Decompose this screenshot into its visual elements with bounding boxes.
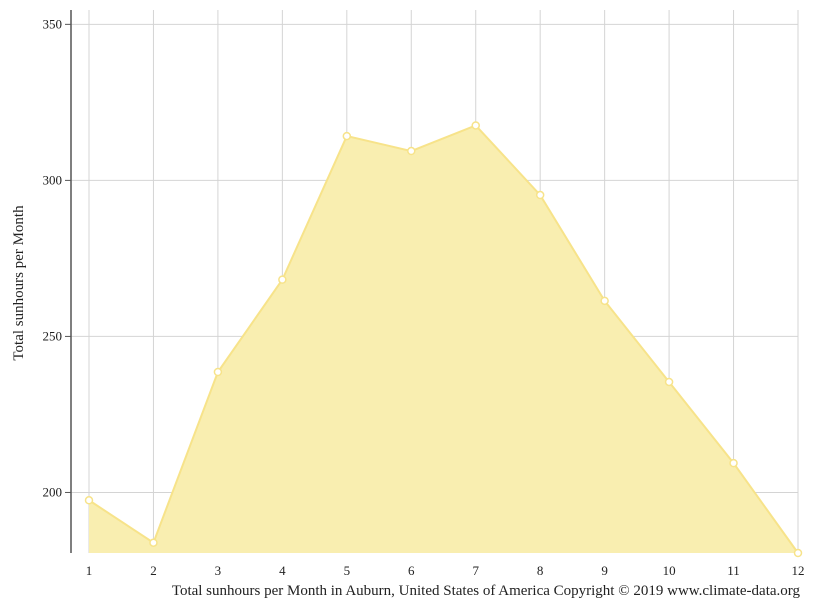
data-point [664, 377, 674, 387]
x-tick-label: 1 [86, 563, 93, 578]
data-point [278, 275, 287, 284]
x-tick-label: 11 [727, 563, 740, 578]
axes [65, 10, 72, 553]
area-line [88, 124, 799, 554]
data-point [407, 146, 416, 156]
data-point [213, 367, 223, 377]
y-tick-label: 250 [43, 328, 63, 343]
x-tick-label: 12 [792, 563, 805, 578]
data-point [535, 190, 545, 200]
x-tick-label: 10 [663, 563, 676, 578]
x-tick-label: 7 [472, 563, 479, 578]
x-tick-label: 4 [279, 563, 286, 578]
x-tick-labels: 1 2 3 4 5 6 7 8 9 10 11 12 [86, 563, 805, 578]
data-point [342, 131, 352, 141]
data-point [84, 496, 94, 505]
x-tick-label: 6 [408, 563, 415, 578]
data-point [471, 121, 480, 130]
data-point [793, 548, 803, 558]
x-tick-label: 5 [344, 563, 351, 578]
area-fill [89, 125, 798, 553]
x-tick-label: 8 [537, 563, 544, 578]
data-point [729, 458, 738, 468]
y-tick-label: 200 [43, 484, 63, 499]
data-point [600, 296, 609, 306]
data-points [84, 121, 803, 558]
x-tick-label: 9 [601, 563, 608, 578]
y-tick-labels: 200 250 300 350 [43, 16, 63, 499]
data-point [149, 538, 158, 547]
area-series [88, 124, 799, 554]
chart-caption: Total sunhours per Month in Auburn, Unit… [171, 583, 800, 599]
y-axis-title: Total sunhours per Month [11, 205, 27, 361]
y-tick-label: 300 [43, 172, 63, 187]
y-tick-label: 350 [43, 16, 63, 31]
x-tick-label: 2 [150, 563, 157, 578]
x-tick-label: 3 [215, 563, 222, 578]
